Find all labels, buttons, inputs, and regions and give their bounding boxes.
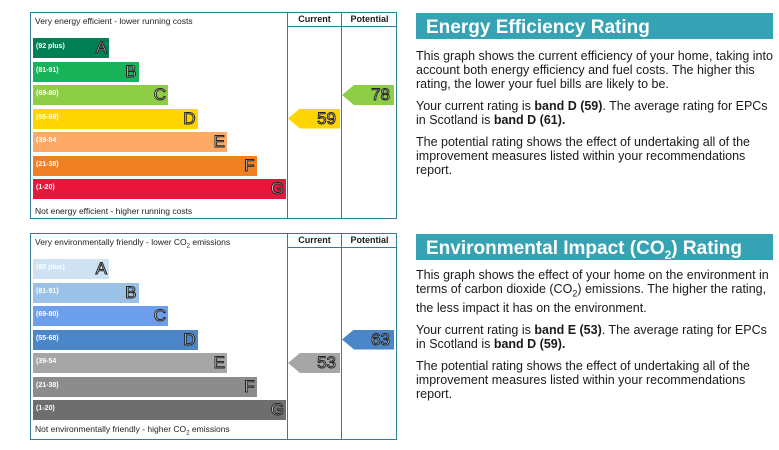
chart-header-row: Current Potential bbox=[288, 13, 396, 27]
band-a-bar: (92 plus) A bbox=[33, 259, 109, 279]
band-letter: F bbox=[244, 155, 255, 175]
current-rating-arrow: 59 bbox=[288, 108, 340, 129]
band-range-label: (55-68) bbox=[36, 334, 59, 342]
band-letter: E bbox=[213, 132, 225, 152]
band-letter: B bbox=[125, 61, 137, 81]
rating-value: 63 bbox=[371, 329, 391, 350]
potential-column-header: Potential bbox=[350, 14, 389, 24]
environmental-impact-panel: Environmental Impact (CO2) Rating This g… bbox=[416, 234, 773, 401]
band-f-bar: (21-38) F bbox=[33, 155, 257, 176]
chart-bottom-label: Not energy efficient - higher running co… bbox=[35, 206, 193, 216]
band-range-label: (39-54 bbox=[36, 358, 57, 365]
energy-efficiency-panel: Energy Efficiency Rating This graph show… bbox=[416, 13, 773, 177]
current-rating-text: Your current rating is band D (59). The … bbox=[416, 99, 768, 127]
current-rating-text: Your current rating is band E (53). The … bbox=[416, 322, 767, 351]
band-letter: D bbox=[183, 329, 196, 349]
band-range-label: (39-54 bbox=[36, 137, 57, 144]
band-range-label: (69-80) bbox=[36, 90, 59, 97]
band-range-label: (81-91) bbox=[36, 66, 59, 74]
current-column-header: Current bbox=[298, 235, 331, 245]
chart-top-label: Very environmentally friendly - lower CO… bbox=[35, 237, 231, 250]
column-divider bbox=[287, 234, 288, 439]
column-divider bbox=[341, 234, 342, 439]
potential-rating-text: The potential rating shows the effect of… bbox=[416, 358, 751, 401]
column-divider bbox=[341, 13, 342, 218]
band-letter: D bbox=[183, 108, 196, 128]
band-d-bar: (55-68) D bbox=[33, 108, 198, 129]
band-range-label: (21-38) bbox=[36, 160, 59, 168]
current-rating-arrow: 53 bbox=[288, 353, 340, 373]
potential-rating-arrow: 63 bbox=[342, 329, 394, 350]
band-range-label: (92 plus) bbox=[36, 264, 65, 271]
energy-efficiency-chart: Current Potential Very energy efficient … bbox=[30, 12, 397, 219]
band-e-bar: (39-54 E bbox=[33, 132, 227, 152]
panel-description: This graph shows the current efficiency … bbox=[416, 49, 773, 91]
band-f-bar: (21-38) F bbox=[33, 376, 257, 397]
chart-header-row: Current Potential bbox=[288, 234, 396, 248]
potential-rating-text: The potential rating shows the effect of… bbox=[416, 135, 751, 177]
band-letter: C bbox=[153, 306, 166, 326]
environmental-impact-chart: Current Potential Very environmentally f… bbox=[30, 233, 397, 440]
band-b-bar: (81-91) B bbox=[33, 61, 139, 82]
column-divider bbox=[287, 13, 288, 218]
band-range-label: (55-68) bbox=[36, 113, 59, 121]
rating-value: 59 bbox=[317, 108, 337, 129]
panel-description: This graph shows the effect of your home… bbox=[416, 268, 769, 315]
current-column-header: Current bbox=[298, 14, 331, 24]
rating-value: 78 bbox=[371, 85, 391, 105]
panel-heading: Environmental Impact (CO2) Rating bbox=[416, 234, 773, 262]
chart-top-label: Very energy efficient - lower running co… bbox=[35, 16, 193, 26]
band-range-label: (92 plus) bbox=[36, 43, 65, 50]
band-c-bar: (69-80) C bbox=[33, 85, 168, 105]
chart-bottom-label: Not environmentally friendly - higher CO… bbox=[35, 424, 230, 437]
band-letter: G bbox=[270, 179, 284, 199]
band-g-bar: (1-20) G bbox=[33, 400, 286, 420]
rating-value: 53 bbox=[317, 353, 337, 373]
band-range-label: (21-38) bbox=[36, 381, 59, 389]
band-c-bar: (69-80) C bbox=[33, 306, 168, 326]
band-range-label: (81-91) bbox=[36, 287, 59, 295]
band-letter: G bbox=[270, 400, 284, 420]
band-letter: E bbox=[213, 353, 225, 373]
potential-rating-arrow: 78 bbox=[342, 85, 394, 105]
band-g-bar: (1-20) G bbox=[33, 179, 286, 199]
band-e-bar: (39-54 E bbox=[33, 353, 227, 373]
band-range-label: (1-20) bbox=[36, 405, 55, 412]
band-letter: A bbox=[95, 38, 107, 58]
band-d-bar: (55-68) D bbox=[33, 329, 198, 350]
potential-column-header: Potential bbox=[350, 235, 389, 245]
band-letter: B bbox=[125, 282, 137, 302]
band-range-label: (1-20) bbox=[36, 184, 55, 191]
band-letter: F bbox=[244, 376, 255, 396]
band-a-bar: (92 plus) A bbox=[33, 38, 109, 58]
band-letter: C bbox=[153, 85, 166, 105]
band-range-label: (69-80) bbox=[36, 311, 59, 318]
panel-heading: Energy Efficiency Rating bbox=[416, 13, 773, 39]
band-b-bar: (81-91) B bbox=[33, 282, 139, 303]
band-letter: A bbox=[95, 259, 107, 279]
